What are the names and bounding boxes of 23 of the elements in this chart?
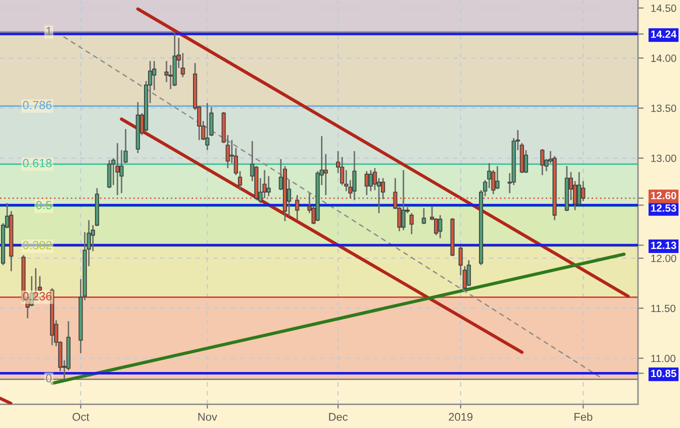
y-tick-label: 14.24 xyxy=(651,30,677,38)
x-tick-label: Nov xyxy=(198,413,218,421)
x-tick-label: Oct xyxy=(72,412,90,421)
annotation: 0.786 xyxy=(23,100,52,110)
annotation: 0.5 xyxy=(36,200,52,210)
y-tick-label: 11.00 xyxy=(651,354,676,362)
x-tick-label: Feb xyxy=(574,412,592,421)
y-tick-label: 13.50 xyxy=(651,104,676,112)
y-tick-label: 13.00 xyxy=(651,154,676,162)
annotation: 0.382 xyxy=(23,240,52,250)
y-tick-label: 10.85 xyxy=(651,370,676,378)
y-tick-label: 11.50 xyxy=(651,304,676,312)
annotation: 0.236 xyxy=(23,292,52,300)
y-tick-label: 12.00 xyxy=(651,254,676,262)
annotation: 0.618 xyxy=(23,158,52,168)
x-tick-label: Dec xyxy=(329,413,348,421)
y-tick-label: 12.13 xyxy=(651,242,676,250)
y-tick-label: 12.60 xyxy=(651,192,676,200)
annotation: 0 xyxy=(46,374,52,382)
y-tick-label: 14.50 xyxy=(651,4,676,12)
y-tick-label: 12.53 xyxy=(651,204,676,212)
y-tick-label: 14.00 xyxy=(651,54,676,62)
x-tick-label: 2019 xyxy=(448,412,472,421)
